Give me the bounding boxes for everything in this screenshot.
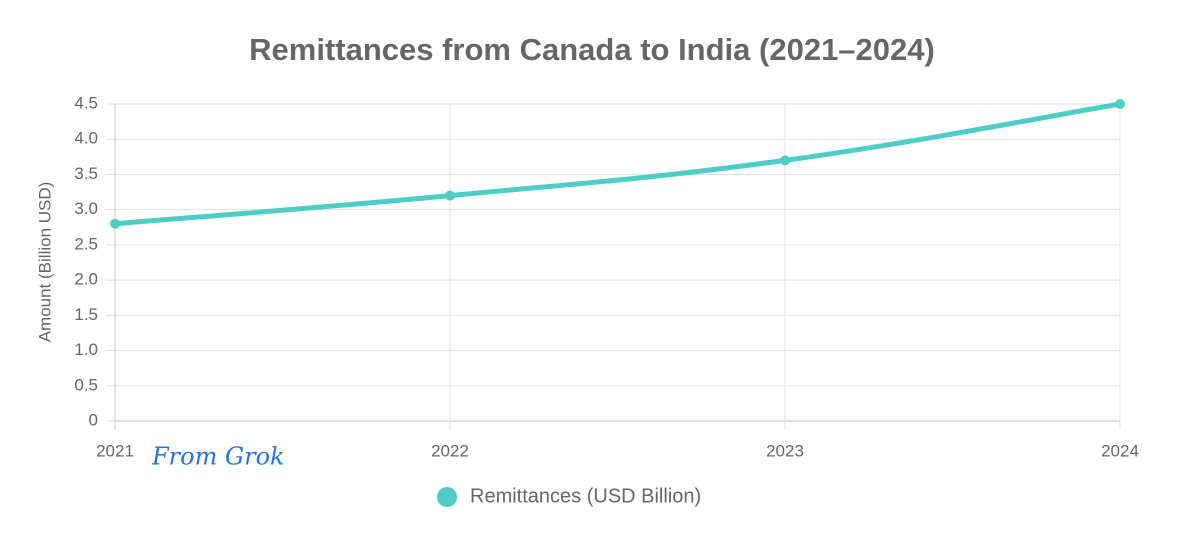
x-tick-label: 2022 [431, 441, 469, 460]
x-tick-label: 2023 [766, 441, 804, 460]
point [110, 218, 120, 229]
point [780, 155, 790, 166]
x-tick-label: 2024 [1101, 441, 1139, 460]
y-tick-label: 4.0 [74, 129, 98, 148]
y-tick-label: 1.5 [74, 305, 98, 324]
legend-marker [437, 487, 457, 507]
legend-label: Remittances (USD Billion) [470, 485, 701, 507]
y-tick-label: 3.0 [74, 199, 98, 218]
point [445, 190, 455, 201]
x-tick-label: 2021 [96, 441, 134, 460]
y-tick-label: 4.5 [74, 93, 98, 112]
y-tick-label: 3.5 [74, 164, 98, 183]
y-tick-label: 0.5 [74, 375, 98, 394]
annotation: From Grok [151, 443, 285, 471]
chart-title: Remittances from Canada to India (2021–2… [249, 32, 935, 67]
y-tick-label: 2.5 [74, 234, 98, 253]
y-axis-label: Amount (Billion USD) [35, 182, 54, 343]
line [114, 101, 1121, 227]
y-tick-label: 0 [89, 410, 98, 429]
point [1115, 99, 1125, 109]
y-tick-label: 1.0 [74, 340, 98, 359]
y-tick-label: 2.0 [74, 270, 98, 289]
